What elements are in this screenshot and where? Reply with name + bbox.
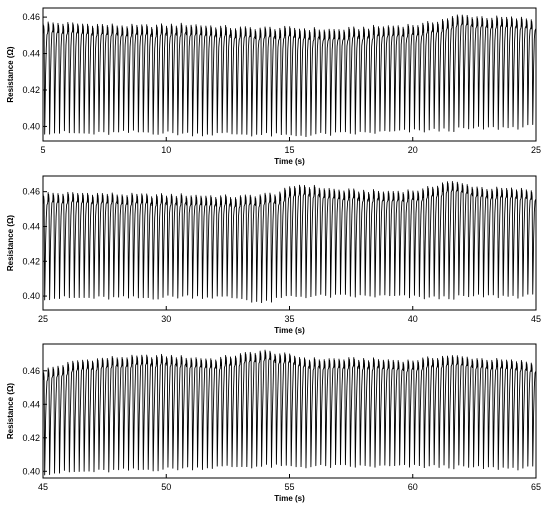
resistance-series-line [42, 349, 537, 476]
x-tick-label: 25 [38, 314, 48, 324]
y-tick-label: 0.44 [22, 221, 40, 231]
x-tick-label: 45 [531, 314, 541, 324]
x-axis-label: Time (s) [274, 494, 305, 503]
x-axis-label: Time (s) [274, 157, 305, 166]
y-tick-label: 0.42 [22, 85, 40, 95]
y-axis-label: Resistance (Ω) [6, 215, 15, 272]
y-tick-label: 0.44 [22, 49, 40, 59]
y-tick-label: 0.42 [22, 433, 40, 443]
y-tick-label: 0.40 [22, 291, 40, 301]
x-tick-label: 50 [161, 482, 171, 492]
x-tick-label: 35 [284, 314, 294, 324]
x-tick-label: 5 [40, 145, 45, 155]
y-tick-label: 0.40 [22, 121, 40, 131]
y-axis-label: Resistance (Ω) [6, 46, 15, 103]
x-tick-label: 40 [408, 314, 418, 324]
y-tick-label: 0.40 [22, 466, 40, 476]
chart-panel-2: 0.40 0.42 0.44 0.46 25 30 35 40 45 Time (s) Resist… [6, 175, 541, 335]
x-tick-label: 65 [531, 482, 541, 492]
x-tick-label: 25 [531, 145, 541, 155]
x-axis-label: Time (s) [274, 326, 305, 335]
y-axis-label: Resistance (Ω) [6, 383, 15, 440]
x-tick-label: 15 [284, 145, 294, 155]
resistance-series-line [42, 181, 537, 304]
chart-panel-3: 0.40 0.42 0.44 0.46 45 50 55 60 65 Time (s) Resist… [6, 343, 541, 503]
y-tick-label: 0.46 [22, 12, 40, 22]
chart-panel-1: 0.40 0.42 0.44 0.46 5 10 15 20 25 Time (s) Resista… [6, 7, 541, 166]
x-tick-label: 45 [38, 482, 48, 492]
x-tick-label: 20 [408, 145, 418, 155]
y-tick-label: 0.46 [22, 366, 40, 376]
resistance-series-line [42, 14, 537, 138]
x-tick-label: 60 [408, 482, 418, 492]
y-tick-label: 0.46 [22, 187, 40, 197]
x-tick-label: 55 [284, 482, 294, 492]
y-tick-label: 0.42 [22, 256, 40, 266]
x-tick-label: 10 [161, 145, 171, 155]
y-tick-label: 0.44 [22, 399, 40, 409]
x-tick-label: 30 [161, 314, 171, 324]
